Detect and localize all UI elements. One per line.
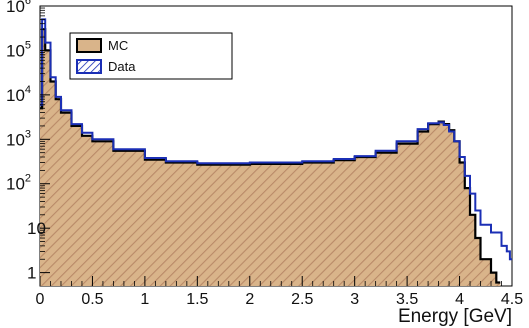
y-tick-label: 103 bbox=[6, 128, 31, 149]
legend: MC Data bbox=[69, 32, 233, 80]
x-axis-title: Energy [GeV] bbox=[398, 306, 512, 327]
plot-area bbox=[40, 18, 512, 286]
x-tick-label: 1 bbox=[140, 291, 149, 308]
y-tick-label: 104 bbox=[6, 84, 31, 105]
x-axis: 0 0.5 1 1.5 2 2.5 3 3.5 4 4.5 bbox=[36, 276, 523, 308]
y-tick-label: 106 bbox=[6, 0, 31, 16]
x-tick-label: 4 bbox=[455, 291, 464, 308]
x-tick-label: 2 bbox=[245, 291, 254, 308]
x-tick-label: 2.5 bbox=[291, 291, 313, 308]
y-tick-label: 105 bbox=[6, 39, 31, 60]
legend-label-mc: MC bbox=[108, 38, 128, 53]
mc-histogram-area bbox=[40, 29, 501, 286]
y-tick-label: 102 bbox=[6, 173, 31, 194]
x-tick-label: 1.5 bbox=[186, 291, 208, 308]
y-tick-label: 10 bbox=[27, 219, 46, 238]
legend-swatch-data bbox=[76, 59, 102, 74]
y-axis: 1 10 102 103 104 105 106 bbox=[6, 0, 50, 283]
x-tick-label: 0.5 bbox=[81, 291, 103, 308]
x-tick-label: 3 bbox=[350, 291, 359, 308]
legend-label-data: Data bbox=[108, 59, 136, 74]
legend-swatch-mc bbox=[76, 38, 102, 53]
x-tick-label: 4.5 bbox=[501, 291, 523, 308]
x-tick-label: 0 bbox=[36, 291, 45, 308]
x-tick-label: 3.5 bbox=[396, 291, 418, 308]
data-histogram-line bbox=[40, 18, 512, 261]
y-tick-label: 1 bbox=[27, 264, 36, 283]
